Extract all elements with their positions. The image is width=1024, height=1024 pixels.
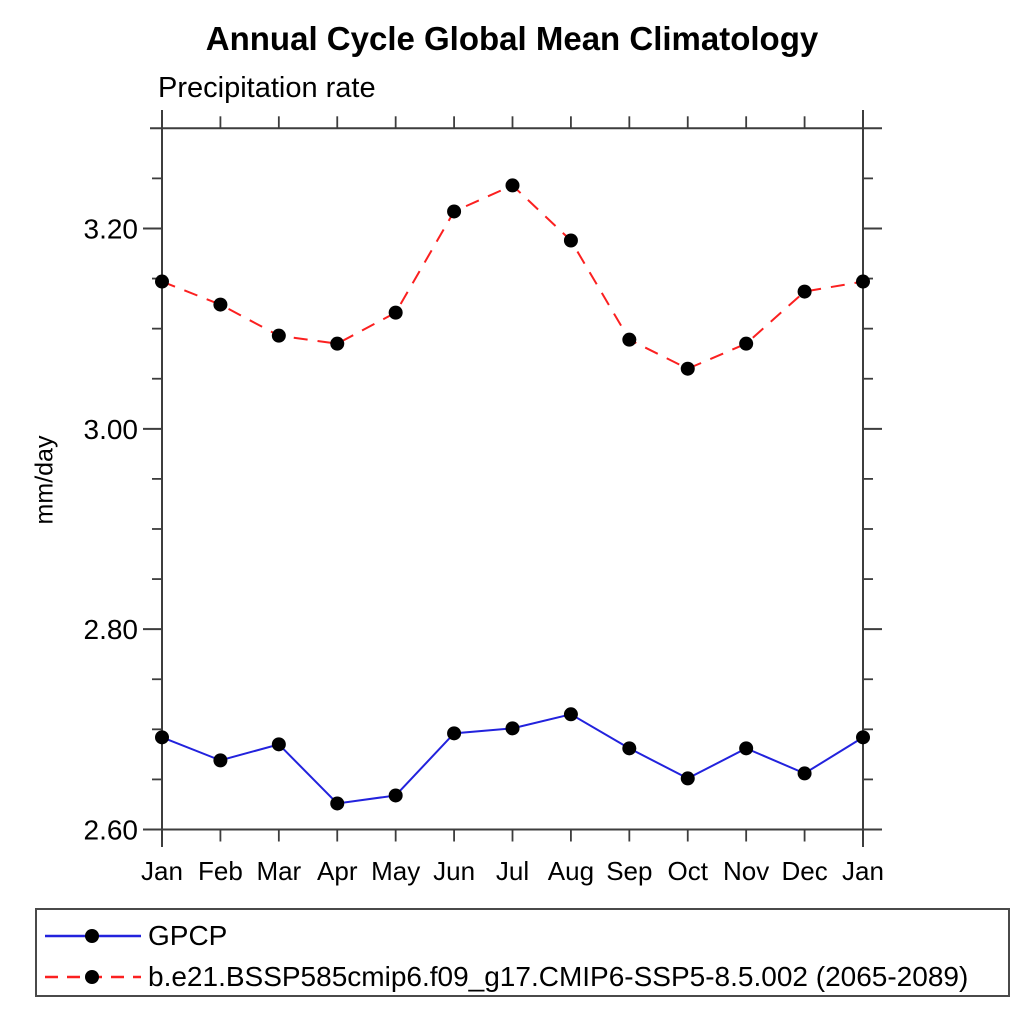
- legend-line-swatch-solid: [45, 929, 141, 943]
- data-point: [739, 336, 754, 351]
- data-point: [505, 178, 520, 193]
- data-point: [739, 741, 754, 756]
- data-point: [797, 766, 812, 781]
- y-tick-label: 3.00: [84, 414, 139, 445]
- data-point: [155, 730, 169, 745]
- data-point: [330, 796, 345, 811]
- x-tick-label: Dec: [781, 856, 827, 886]
- data-point: [680, 771, 695, 786]
- x-tick-label: Jul: [496, 856, 529, 886]
- chart-subtitle: Precipitation rate: [158, 72, 376, 104]
- x-tick-label: Apr: [317, 856, 358, 886]
- chart-title: Annual Cycle Global Mean Climatology: [205, 20, 819, 57]
- data-point: [155, 274, 169, 289]
- data-point: [856, 730, 870, 745]
- y-tick-label: 2.60: [84, 815, 139, 846]
- legend-item-model: b.e21.BSSP585cmip6.f09_g17.CMIP6-SSP5-8.…: [43, 961, 969, 992]
- legend: GPCP b.e21.BSSP585cmip6.f09_g17.CMIP6-SS…: [35, 908, 1010, 997]
- y-tick-label: 2.80: [84, 614, 139, 645]
- x-tick-label: Feb: [198, 856, 243, 886]
- x-tick-label: Mar: [256, 856, 301, 886]
- x-tick-label: Sep: [606, 856, 652, 886]
- data-point: [797, 284, 812, 299]
- x-tick-label: Nov: [723, 856, 769, 886]
- data-point: [213, 297, 228, 312]
- data-point: [447, 204, 462, 219]
- series-line-1: [161, 184, 864, 370]
- x-tick-label: Jan: [842, 856, 884, 886]
- data-point: [856, 274, 870, 289]
- x-tick-label: Aug: [548, 856, 594, 886]
- legend-item-gpcp: GPCP: [43, 920, 228, 951]
- data-point: [447, 726, 462, 741]
- data-point: [563, 707, 578, 722]
- data-point: [271, 328, 286, 343]
- data-point: [330, 336, 345, 351]
- legend-label-gpcp: GPCP: [148, 920, 228, 951]
- x-tick-label: Oct: [668, 856, 709, 886]
- data-point: [680, 361, 695, 376]
- y-tick-label: 3.20: [84, 213, 139, 244]
- x-tick-label: Jan: [141, 856, 183, 886]
- data-point: [563, 233, 578, 248]
- legend-label-model: b.e21.BSSP585cmip6.f09_g17.CMIP6-SSP5-8.…: [148, 961, 969, 992]
- legend-line-swatch-dashed: [45, 970, 141, 984]
- data-point: [505, 721, 520, 736]
- data-point: [271, 737, 286, 752]
- x-tick-label: Jun: [433, 856, 475, 886]
- data-point: [213, 753, 228, 768]
- data-point: [388, 788, 403, 803]
- data-point: [622, 741, 637, 756]
- data-point: [388, 305, 403, 320]
- x-tick-label: May: [371, 856, 420, 886]
- data-point: [622, 332, 637, 347]
